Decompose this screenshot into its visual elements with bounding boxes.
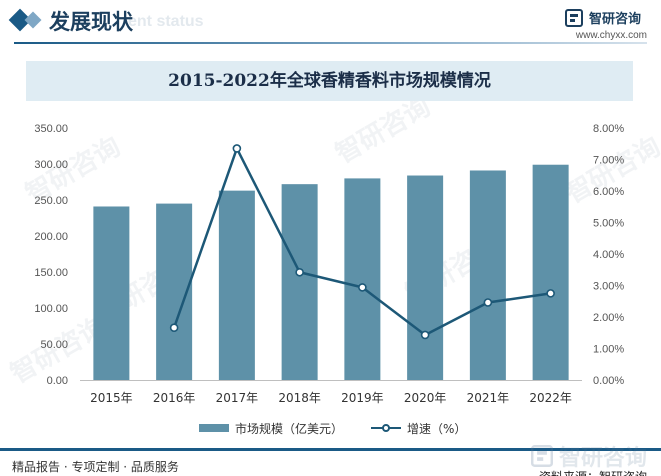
- x-tick-label: 2021年: [467, 391, 510, 405]
- y-right-tick-label: 1.00%: [593, 344, 624, 356]
- bar: [469, 170, 506, 380]
- header-ghost-text: ent status: [128, 13, 204, 30]
- bar: [93, 206, 130, 380]
- footer-brand-name: 智研咨询: [558, 446, 647, 471]
- chart-title: 2015-2022年全球香精香料市场规模情况: [168, 71, 491, 91]
- market-size-chart: 0.00 50.00 100.00 150.00 200.00 250.00 300.00 3…: [34, 123, 624, 405]
- growth-point: [232, 144, 242, 153]
- y-right-tick-label: 5.00%: [593, 218, 624, 230]
- legend-bar-swatch: [199, 424, 229, 432]
- bar: [532, 164, 569, 380]
- brand: 智研咨询: [564, 8, 641, 27]
- chart-legend: 市场规模（亿美元） 增速（%）: [0, 418, 661, 438]
- x-tick-label: 2020年: [404, 391, 447, 405]
- y-left-tick-label: 100.00: [34, 303, 68, 315]
- footer-brand-logo-icon: [530, 445, 553, 467]
- growth-point: [169, 323, 179, 333]
- y-right-tick-label: 6.00%: [593, 186, 624, 198]
- growth-point: [546, 289, 555, 298]
- x-tick-label: 2022年: [529, 391, 572, 405]
- x-tick-label: 2016年: [153, 391, 196, 405]
- section-title: 发展现状: [49, 10, 133, 34]
- growth-point: [483, 298, 493, 307]
- y-right-tick-label: 7.00%: [593, 155, 624, 167]
- footer-right: 智研咨询 资料来源：智研咨询: [530, 440, 647, 476]
- footer-divider: [0, 448, 661, 451]
- x-tick-label: 2018年: [278, 391, 321, 405]
- header-diamond-accent-icon: [24, 11, 42, 29]
- footer-brand: 智研咨询: [530, 440, 647, 472]
- page-header: ent status 发展现状 智研咨询 www.chyxx.com: [0, 0, 661, 44]
- y-left-tick-label: 50.00: [40, 339, 68, 351]
- legend-line-swatch: [371, 424, 401, 432]
- y-left-tick-label: 250.00: [34, 195, 68, 207]
- y-left-tick-label: 200.00: [34, 231, 68, 243]
- page-footer: 精品报告 · 专项定制 · 品质服务 智研咨询 资料来源：智研咨询: [0, 445, 661, 476]
- brand-name: 智研咨询: [588, 12, 641, 27]
- x-tick-label: 2017年: [216, 391, 259, 405]
- legend-item-growth: 增速（%）: [371, 418, 466, 438]
- y-right-tick-label: 3.00%: [593, 281, 624, 293]
- legend-bar-label: 市场规模（亿美元）: [235, 421, 344, 436]
- header-divider: [14, 42, 647, 44]
- legend-line-label: 增速（%）: [407, 421, 467, 436]
- bar: [407, 175, 444, 380]
- growth-point: [420, 330, 430, 340]
- y-right-tick-label: 2.00%: [593, 312, 624, 324]
- brand-url: www.chyxx.com: [575, 30, 647, 41]
- chart-title-banner: 2015-2022年全球香精香料市场规模情况: [26, 61, 633, 101]
- x-tick-label: 2019年: [341, 391, 384, 405]
- y-left-tick-label: 0.00: [47, 375, 68, 387]
- growth-point: [295, 267, 304, 277]
- bar: [218, 190, 255, 380]
- growth-point: [358, 283, 367, 292]
- footer-tagline: 精品报告 · 专项定制 · 品质服务: [12, 460, 179, 474]
- footer-source: 资料来源：智研咨询: [539, 468, 647, 476]
- bar: [281, 184, 318, 380]
- y-left-tick-label: 300.00: [34, 159, 68, 171]
- y-right-tick-label: 4.00%: [593, 249, 624, 261]
- brand-logo-icon: [564, 8, 583, 27]
- y-right-tick-label: 0.00%: [593, 375, 624, 387]
- y-left-tick-label: 350.00: [34, 123, 68, 135]
- y-right-tick-label: 8.00%: [593, 123, 624, 135]
- legend-item-market-size: 市场规模（亿美元）: [199, 418, 343, 438]
- x-tick-label: 2015年: [90, 391, 133, 405]
- bar: [344, 178, 381, 380]
- y-left-tick-label: 150.00: [34, 267, 68, 279]
